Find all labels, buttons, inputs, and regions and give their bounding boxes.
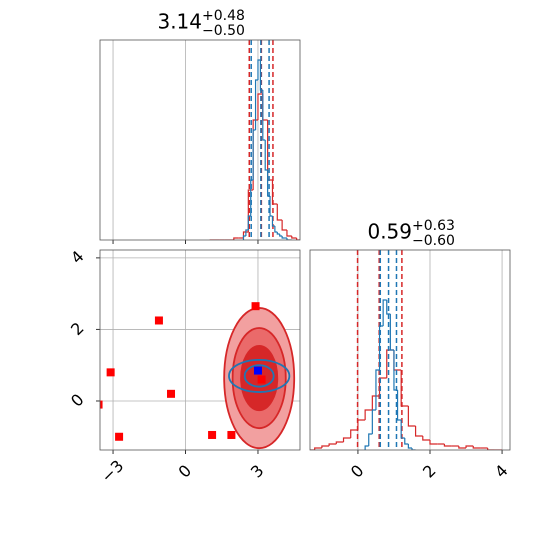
hist-step	[274, 226, 278, 233]
x-tick-label: 0	[174, 461, 195, 482]
sample-marker	[154, 316, 163, 325]
hist-step	[472, 446, 481, 449]
hist-step	[342, 437, 351, 442]
sample-marker	[115, 432, 124, 441]
hist-step	[257, 59, 261, 80]
hist-step	[269, 196, 273, 217]
axes-frame	[309, 249, 511, 451]
hist-step	[422, 436, 430, 441]
sample-marker	[167, 389, 176, 398]
sample-marker	[251, 302, 260, 311]
hist-step	[400, 420, 405, 439]
hist-step	[389, 314, 394, 351]
hist-step	[396, 390, 402, 421]
x-tick-label: 4	[491, 461, 512, 482]
hist-step	[404, 438, 409, 445]
title: 3.14	[157, 10, 202, 34]
title-upper: +0.48	[202, 8, 245, 24]
hist-step	[443, 444, 452, 447]
hist-step	[371, 395, 380, 410]
hist-step	[364, 409, 373, 420]
hist-step	[257, 93, 263, 120]
plot-area	[310, 250, 503, 450]
truth-marker	[253, 366, 262, 375]
hist-step	[411, 448, 416, 450]
hist-step	[296, 238, 300, 240]
title-upper: +0.63	[412, 218, 455, 234]
hist-step	[252, 129, 256, 180]
hist-step	[487, 448, 495, 450]
hist-step	[375, 369, 380, 410]
hist-step	[286, 230, 292, 237]
hist-step	[407, 406, 416, 427]
x-tick-label: −3	[97, 456, 127, 486]
hist-step	[429, 440, 438, 445]
x-tick-label: 2	[419, 461, 440, 482]
title: 0.59	[367, 220, 412, 244]
hist-step	[368, 433, 373, 446]
hist-step	[276, 204, 283, 221]
x-tick-label: 3	[247, 461, 268, 482]
contour	[228, 358, 291, 393]
hist-step	[281, 236, 285, 239]
hist-step	[247, 215, 251, 230]
title-lower: −0.50	[202, 23, 245, 39]
axes-frame	[99, 249, 301, 451]
sample-marker	[227, 430, 236, 439]
hist-step	[357, 419, 366, 430]
x-tick-label: 0	[347, 461, 368, 482]
hist-step	[291, 236, 297, 239]
hist-step	[233, 237, 239, 240]
hist-step	[407, 444, 412, 449]
hist-step	[281, 220, 287, 231]
hist-step	[245, 229, 249, 236]
hist-step	[458, 446, 467, 449]
title-lower: −0.60	[412, 233, 455, 249]
hist-step	[242, 235, 246, 240]
hist-step	[328, 443, 337, 446]
hist-step	[254, 79, 258, 130]
hist-step	[271, 216, 275, 227]
hist-step	[393, 350, 402, 371]
hist-step	[262, 94, 268, 121]
y-tick-label: 2	[67, 318, 88, 339]
y-tick-label: 4	[67, 247, 88, 268]
plot-area	[100, 250, 300, 450]
sample-marker	[257, 375, 266, 384]
sample-marker	[208, 430, 217, 439]
sample-marker	[106, 368, 115, 377]
hist-step	[465, 445, 474, 448]
hist-step	[335, 441, 344, 444]
hist-step	[264, 140, 268, 171]
hist-step	[279, 234, 283, 237]
hist-step	[262, 90, 266, 141]
hist-step	[350, 429, 358, 438]
plot-area	[112, 40, 300, 240]
contour	[243, 364, 275, 388]
hist-step	[414, 426, 423, 437]
hist-step	[364, 445, 369, 450]
hist-step	[382, 299, 387, 326]
y-tick-label: 0	[67, 390, 88, 411]
hist-step	[314, 447, 322, 450]
hist-step	[286, 238, 290, 240]
axes-frame	[99, 39, 301, 241]
hist-step	[276, 232, 280, 235]
hist-step	[371, 409, 376, 434]
hist-step	[321, 445, 330, 448]
sample-marker	[100, 400, 103, 409]
